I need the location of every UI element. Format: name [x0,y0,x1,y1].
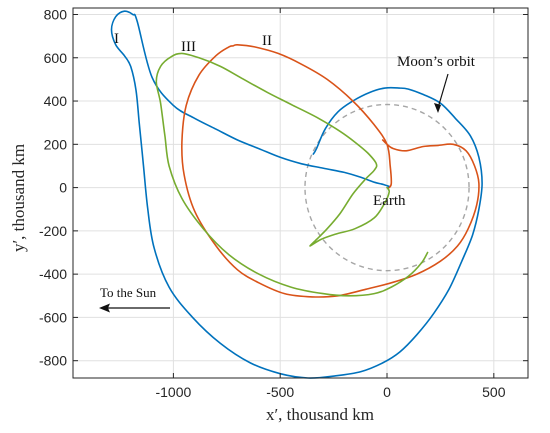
y-tick-label: -400 [39,266,67,282]
y-tick-label: 800 [44,6,68,22]
plot-frame [72,7,529,379]
moon-orbit [304,103,470,272]
series-label-I: I [114,31,119,47]
y-tick-label: -600 [39,309,67,325]
earth-label: Earth [373,193,406,209]
y-tick-label: -200 [39,223,67,239]
moon-orbit-arrow [437,73,449,109]
series-label-III: III [181,39,196,55]
moon-orbit-label: Moon’s orbit [397,54,476,70]
moon-orbit-arrowhead [434,103,441,113]
trajectory-I [110,10,483,379]
x-tick-label: -1000 [155,384,191,400]
trajectory-III [155,52,429,297]
moon-orbit-circle [304,103,470,272]
y-tick-label: -800 [39,353,67,369]
sun-direction-arrowhead [99,303,110,313]
y-axis-label: y′, thousand km [9,144,28,252]
x-tick-label: 500 [482,384,506,400]
series-label-II: II [262,33,272,49]
x-tick-label: 0 [383,384,391,400]
ticks: -1000 -500 0 500 -800 -600 -400 -200 0 200 400 600 8… [39,6,528,400]
y-tick-label: 600 [44,50,68,66]
sun-direction-label: To the Sun [100,285,157,300]
series-group [110,10,483,379]
x-axis-label: x′, thousand km [266,405,374,424]
y-tick-label: 400 [44,93,68,109]
y-tick-label: 200 [44,136,68,152]
x-tick-label: -500 [266,384,294,400]
trajectory-II [181,43,480,298]
y-tick-label: 0 [59,180,67,196]
